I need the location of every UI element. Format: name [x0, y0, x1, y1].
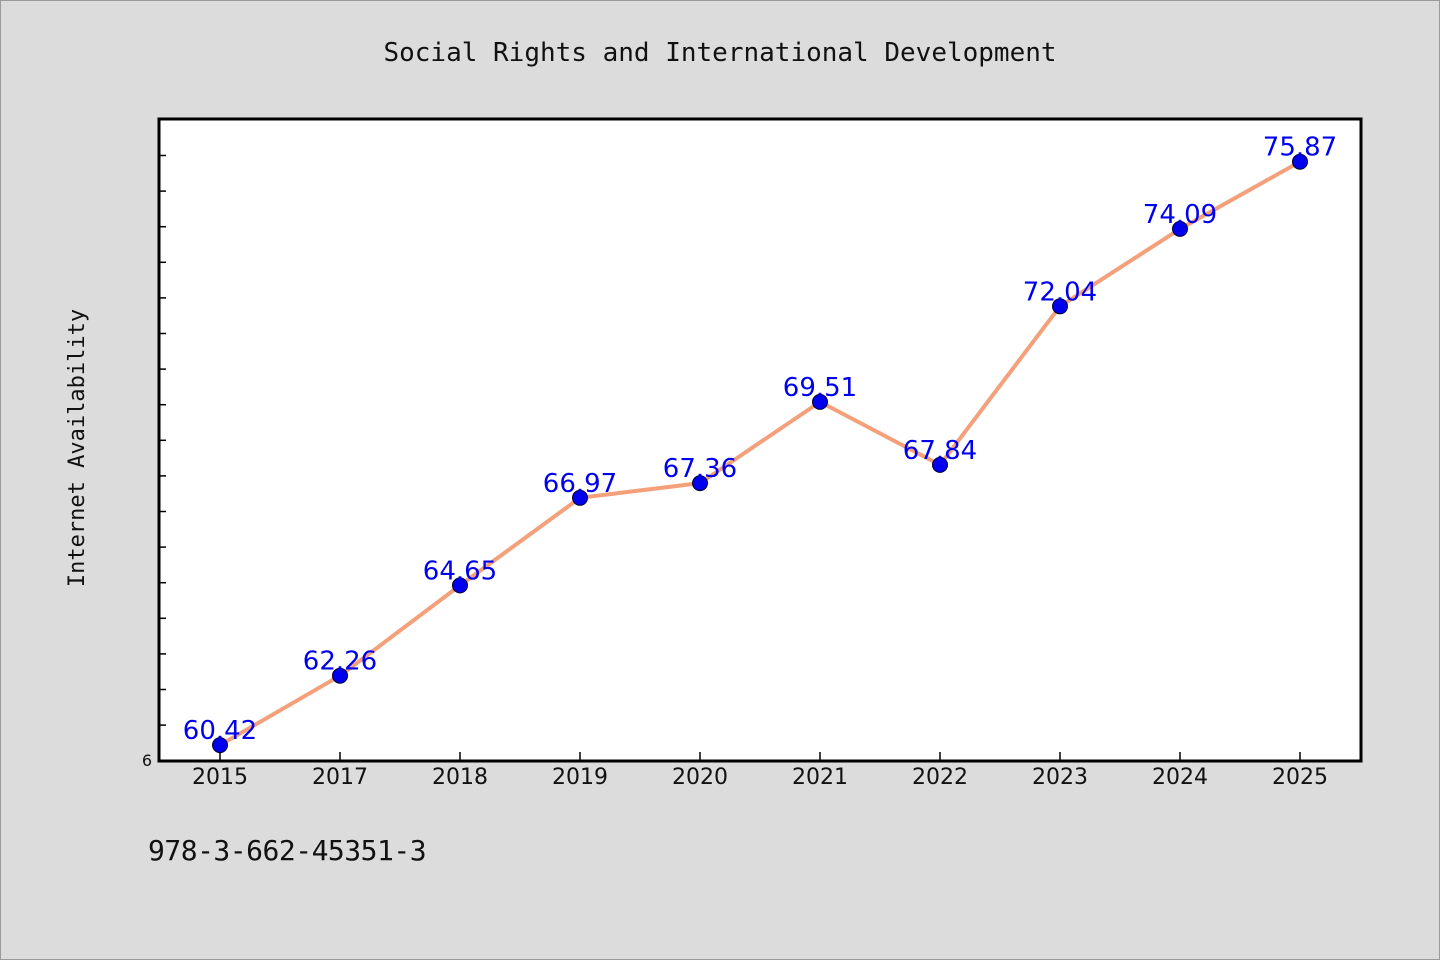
- x-tick-label: 2017: [312, 765, 368, 790]
- data-point: [1292, 153, 1308, 170]
- x-tick-label: 2020: [672, 765, 728, 790]
- data-labels: 60.42 62.26 64.65 66.97 67.36 69.51 67.84 72.04…: [183, 133, 1337, 746]
- data-point: [572, 489, 588, 506]
- x-tick-label: 2018: [432, 765, 488, 790]
- data-label: 66.97: [543, 469, 617, 499]
- y-axis-ticks: [159, 154, 166, 726]
- data-point: [332, 667, 348, 684]
- data-point: [212, 737, 228, 754]
- data-point: [812, 393, 828, 410]
- x-tick-label: 2023: [1032, 765, 1088, 790]
- data-markers: [212, 153, 1308, 754]
- data-label: 72.04: [1023, 277, 1097, 307]
- data-point: [452, 577, 468, 594]
- isbn-text: 978-3-662-45351-3: [148, 834, 427, 867]
- data-label: 67.84: [903, 436, 977, 466]
- data-label: 62.26: [303, 647, 377, 677]
- x-tick-label: 2021: [792, 765, 848, 790]
- data-label: 69.51: [783, 373, 857, 403]
- x-tick-label: 2015: [192, 765, 248, 790]
- series-line-group: [218, 159, 1302, 748]
- chart-title: Social Rights and International Developm…: [383, 38, 1056, 68]
- data-point: [1052, 298, 1068, 315]
- y-tick-label: 6: [142, 751, 152, 770]
- x-tick-label: 2022: [912, 765, 968, 790]
- series-line: [218, 159, 1302, 748]
- data-point: [692, 475, 708, 492]
- data-label: 64.65: [423, 556, 497, 586]
- plot-area: [157, 117, 1363, 763]
- data-label: 74.09: [1143, 200, 1217, 230]
- data-label: 75.87: [1263, 133, 1337, 163]
- x-axis-ticks: 2015 2017 2018 2019 2020 2021 2022 2023 2024 2025: [192, 752, 1328, 790]
- data-point: [1172, 220, 1188, 237]
- x-tick-label: 2024: [1152, 765, 1208, 790]
- data-point: [932, 456, 948, 473]
- data-label: 60.42: [183, 716, 257, 746]
- x-tick-label: 2019: [552, 765, 608, 790]
- y-axis-label: Internet Availability: [65, 309, 90, 587]
- x-tick-label: 2025: [1272, 765, 1328, 790]
- data-label: 67.36: [663, 454, 737, 484]
